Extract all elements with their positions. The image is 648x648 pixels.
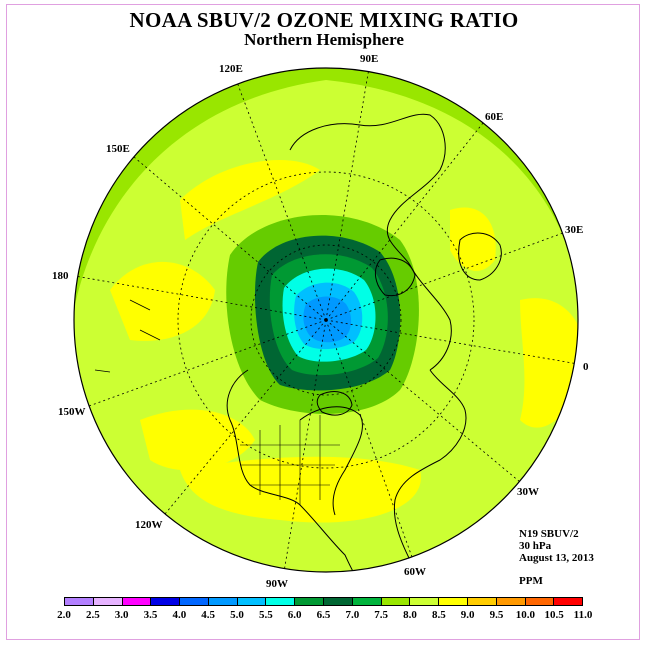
colorbar-segment [122,598,152,605]
lon-label-150e: 150E [106,143,130,155]
colorbar-segment [554,598,583,605]
page-subtitle: Northern Hemisphere [244,30,404,49]
meridian-150w [88,319,327,407]
colorbar-segment [381,598,411,605]
colorbar-tick-label: 6.0 [287,609,302,621]
north-america-east-coast [299,406,363,516]
colorbar-tick-label: 4.0 [172,609,187,621]
colorbar-tick-label: 6.5 [316,609,331,621]
graticule [74,68,578,572]
colorbar [64,597,583,606]
lon-label-120e: 120E [219,63,243,75]
meridian-120e [236,81,327,321]
colorbar-tick-label: 3.0 [114,609,129,621]
colorbar-tick-label: 7.5 [374,609,389,621]
field-yellow-1 [180,160,320,240]
lon-label-60w: 60W [404,566,426,578]
colorbar-tick-label: 9.5 [489,609,504,621]
latitude-circle-50 [177,171,475,469]
colorbar-tick-label: 9.0 [460,609,475,621]
colorbar-tick-label: 7.0 [345,609,360,621]
colorbar-segment [208,598,238,605]
colorbar-segment [295,598,325,605]
colorbar-tick-label: 11.0 [573,609,593,621]
colorbar-tick-label: 5.5 [258,609,273,621]
lon-label-180: 180 [52,270,69,282]
colorbar-segment [496,598,526,605]
field-yellow-3 [140,409,255,471]
lon-label-30e: 30E [565,224,583,236]
colorbar-segment [439,598,468,605]
meridian-120w [164,319,327,515]
colorbar-segment [237,598,267,605]
scandinavia-coast [374,257,416,297]
africa-coast [393,369,467,561]
field-yellow-2 [110,261,215,341]
colorbar-segment [151,598,181,605]
ozone-field [74,68,578,572]
lon-label-90w: 90W [266,578,288,590]
colorbar-tick-label: 10.5 [544,609,564,621]
units-label: PPM [519,575,543,587]
meridian-30e [325,232,564,321]
colorbar-tick-label: 3.5 [143,609,158,621]
colorbar-tick-label: 8.5 [431,609,446,621]
field-yellow-6 [450,207,496,271]
instrument-label: N19 SBUV/2 [519,528,579,540]
figure-frame [6,4,640,640]
page-title: NOAA SBUV/2 OZONE MIXING RATIO [129,8,519,32]
field-yellow-4 [180,456,421,523]
coastlines [94,113,502,572]
lon-label-0: 0 [583,361,589,373]
north-america-west-coast [226,369,381,572]
date-label: August 13, 2013 [519,552,594,564]
asia-coast [289,113,452,371]
us-state-lines [240,415,340,505]
lon-label-30w: 30W [517,486,539,498]
colorbar-tick-label: 2.0 [57,609,71,621]
map-boundary [73,67,579,573]
colorbar-segment [180,598,209,605]
lon-label-150w: 150W [58,406,86,418]
colorbar-segment [525,598,555,605]
colorbar-segment [410,598,440,605]
lon-label-120w: 120W [135,519,163,531]
colorbar-segment [467,598,497,605]
meridian-150e [133,156,327,321]
level-label: 30 hPa [519,540,552,552]
latitude-circle-70 [250,244,402,396]
colorbar-tick-label: 2.5 [85,609,100,621]
colorbar-tick-label: 10.0 [515,609,535,621]
colorbar-segment [324,598,353,605]
colorbar-segment [65,598,94,605]
colorbar-segment [93,598,123,605]
meridian-60e [325,122,484,321]
meridian-30w [325,319,521,483]
colorbar-tick-label: 8.0 [403,609,417,621]
lon-label-90e: 90E [360,53,378,65]
lon-label-60e: 60E [485,111,503,123]
europe-coast [458,232,502,281]
islands [94,299,161,373]
greenland-coast [316,391,353,416]
meridian-60w [325,319,413,558]
colorbar-tick-label: 5.0 [230,609,244,621]
colorbar-segment [352,598,382,605]
colorbar-segment [266,598,296,605]
colorbar-tick-label: 4.5 [201,609,216,621]
